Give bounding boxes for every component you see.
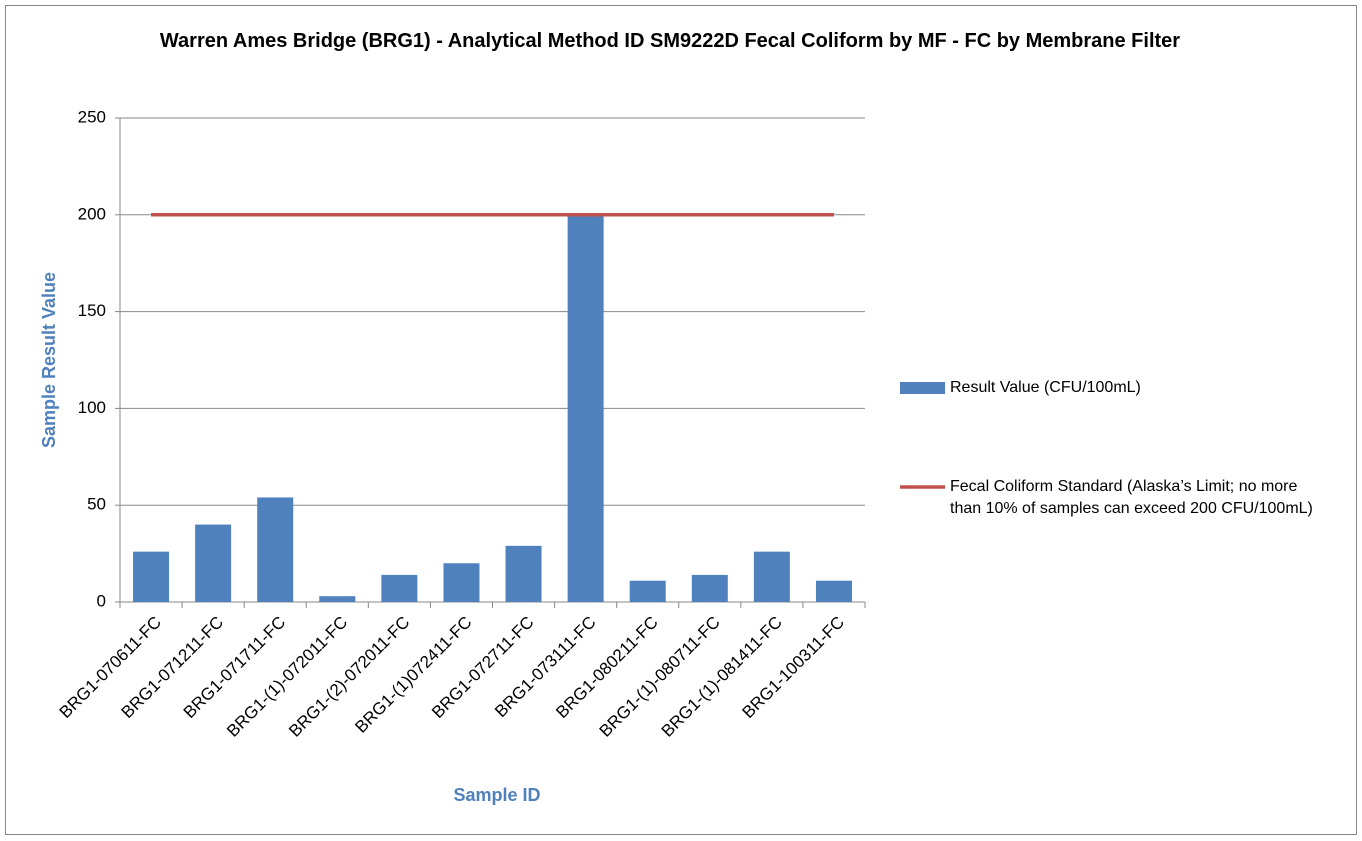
x-axis-label: Sample ID — [453, 785, 540, 805]
legend-label: Fecal Coliform Standard (Alaska’s Limit;… — [950, 478, 1313, 517]
bar — [195, 524, 232, 602]
chart-title: Warren Ames Bridge (BRG1) - Analytical M… — [159, 30, 1181, 52]
y-tick-label: 200 — [78, 204, 106, 223]
bar — [381, 574, 418, 602]
y-tick-label: 150 — [78, 301, 106, 320]
bar — [443, 563, 480, 602]
bar — [815, 580, 852, 602]
y-tick-label: 100 — [78, 398, 106, 417]
bar — [753, 551, 790, 602]
legend-swatch — [900, 382, 945, 394]
chart-border — [5, 5, 1357, 835]
bar — [505, 545, 542, 602]
bar — [691, 574, 728, 602]
y-axis-label: Sample Result Value — [39, 272, 59, 448]
y-tick-label: 250 — [78, 107, 106, 126]
y-tick-label: 0 — [97, 591, 106, 610]
legend-label: Result Value (CFU/100mL) — [950, 379, 1141, 396]
y-tick-label: 50 — [87, 495, 106, 514]
bar — [319, 596, 356, 602]
bar — [567, 214, 604, 603]
bar — [629, 580, 666, 602]
bar — [133, 551, 170, 602]
bar — [257, 497, 294, 602]
